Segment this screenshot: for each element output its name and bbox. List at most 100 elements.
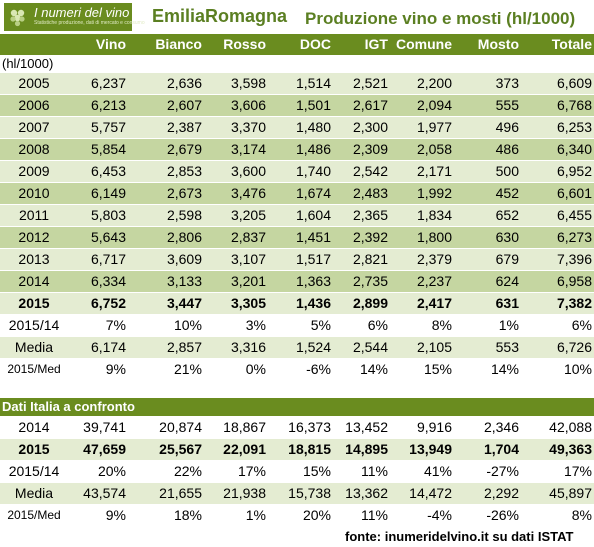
table-cell: 6,149 (68, 182, 128, 205)
table-cell: 630 (454, 226, 521, 249)
unit-label: (hl/1000) (0, 55, 594, 73)
row-label: 2015/Med (0, 358, 68, 381)
table-cell: 0% (204, 358, 268, 381)
row-label: 2015 (0, 292, 68, 315)
row-label: 2007 (0, 116, 68, 139)
table-cell: 2,899 (333, 292, 390, 315)
table-cell: 3,476 (204, 182, 268, 205)
table-cell: 11% (333, 460, 390, 483)
table-cell: 22% (128, 460, 204, 483)
table-cell: 6,237 (68, 72, 128, 95)
column-header: DOC (268, 34, 333, 56)
table-cell: 2,309 (333, 138, 390, 161)
table-cell: 6,213 (68, 94, 128, 117)
table-cell: 2,292 (454, 482, 521, 505)
table-cell: 2,821 (333, 248, 390, 271)
table-cell: 2,171 (390, 160, 454, 183)
table-cell: 9,916 (390, 416, 454, 439)
table-cell: 15% (390, 358, 454, 381)
table-cell: 2,837 (204, 226, 268, 249)
italy-data-body: 2014 39,741 20,874 18,867 16,373 13,452 9,916 2… (0, 416, 594, 527)
table-cell: 5,643 (68, 226, 128, 249)
table-cell: 39,741 (68, 416, 128, 439)
site-logo[interactable]: I numeri del vino Statistiche produzione… (4, 3, 145, 31)
column-header: Totale (521, 34, 594, 56)
row-label: 2015 (0, 438, 68, 461)
table-cell: -26% (454, 504, 521, 527)
logo-title: I numeri del vino (34, 5, 130, 20)
column-header: Mosto (454, 34, 521, 56)
table-cell: 2,857 (128, 336, 204, 359)
table-cell: 553 (454, 336, 521, 359)
table-cell: 496 (454, 116, 521, 139)
table-cell: 1,992 (390, 182, 454, 205)
table-cell: 13,362 (333, 482, 390, 505)
table-cell: 14% (333, 358, 390, 381)
row-label: 2014 (0, 270, 68, 293)
table-cell: 20,874 (128, 416, 204, 439)
table-cell: 486 (454, 138, 521, 161)
table-cell: 14,895 (333, 438, 390, 461)
italy-section-title: Dati Italia a confronto (0, 397, 594, 417)
table-cell: 6,768 (521, 94, 594, 117)
table-row: 2015 47,659 25,567 22,091 18,815 14,895 13,949… (0, 438, 594, 461)
table-cell: 6,601 (521, 182, 594, 205)
table-cell: 6% (521, 314, 594, 337)
table-cell: 1,524 (268, 336, 333, 359)
row-label: Media (0, 336, 68, 359)
table-cell: 373 (454, 72, 521, 95)
table-cell: 8% (390, 314, 454, 337)
table-cell: 1,514 (268, 72, 333, 95)
table-cell: 1,977 (390, 116, 454, 139)
table-cell: 1,451 (268, 226, 333, 249)
table-cell: 3,174 (204, 138, 268, 161)
table-cell: 6,253 (521, 116, 594, 139)
row-label: 2014 (0, 416, 68, 439)
table-cell: 5,757 (68, 116, 128, 139)
table-cell: 624 (454, 270, 521, 293)
table-cell: 49,363 (521, 438, 594, 461)
table-cell: 8% (521, 504, 594, 527)
table-cell: 6% (333, 314, 390, 337)
table-cell: 2,673 (128, 182, 204, 205)
table-cell: 21,938 (204, 482, 268, 505)
column-header-row: Vino Bianco Rosso DOC IGT Comune Mosto T… (0, 34, 594, 56)
table-row: 2015/Med 9% 18% 1% 20% 11% -4% -26% 8% (0, 504, 594, 527)
table-cell: 17% (204, 460, 268, 483)
italy-section-header: Dati Italia a confronto (0, 397, 594, 417)
table-cell: 2,058 (390, 138, 454, 161)
row-label: 2015/Med (0, 504, 68, 527)
logo-subtitle: Statistiche produzione, dati di mercato … (34, 20, 145, 26)
table-cell: 14% (454, 358, 521, 381)
table-cell: 2,237 (390, 270, 454, 293)
table-row: 2015/14 7% 10% 3% 5% 6% 8% 1% 6% (0, 314, 594, 337)
table-cell: 452 (454, 182, 521, 205)
table-cell: 3,305 (204, 292, 268, 315)
table-row: 2013 6,717 3,609 3,107 1,517 2,821 2,379 679 7,3… (0, 248, 594, 271)
column-header: IGT (333, 34, 390, 56)
table-cell: 47,659 (68, 438, 128, 461)
table-cell: 2,379 (390, 248, 454, 271)
table-cell: 631 (454, 292, 521, 315)
table-cell: 14,472 (390, 482, 454, 505)
table-cell: 1% (454, 314, 521, 337)
table-cell: 2,735 (333, 270, 390, 293)
region-title: EmiliaRomagna (152, 6, 288, 26)
table-cell: 652 (454, 204, 521, 227)
table-cell: 2,607 (128, 94, 204, 117)
table-row: 2008 5,854 2,679 3,174 1,486 2,309 2,058 486 6,3… (0, 138, 594, 161)
table-cell: 18% (128, 504, 204, 527)
table-cell: 500 (454, 160, 521, 183)
table-row: 2011 5,803 2,598 3,205 1,604 2,365 1,834 652 6,4… (0, 204, 594, 227)
column-header: Comune (390, 34, 454, 56)
table-cell: 3,598 (204, 72, 268, 95)
table-row: 2009 6,453 2,853 3,600 1,740 2,542 2,171 500 6,9… (0, 160, 594, 183)
unit-row: (hl/1000) (0, 55, 594, 73)
table-cell: 3,316 (204, 336, 268, 359)
table-cell: 25,567 (128, 438, 204, 461)
table-cell: 5,803 (68, 204, 128, 227)
table-cell: 7% (68, 314, 128, 337)
column-header-blank (0, 34, 68, 56)
table-row: 2014 39,741 20,874 18,867 16,373 13,452 9,916 2… (0, 416, 594, 439)
table-row: 2015/14 20% 22% 17% 15% 11% 41% -27% 17% (0, 460, 594, 483)
